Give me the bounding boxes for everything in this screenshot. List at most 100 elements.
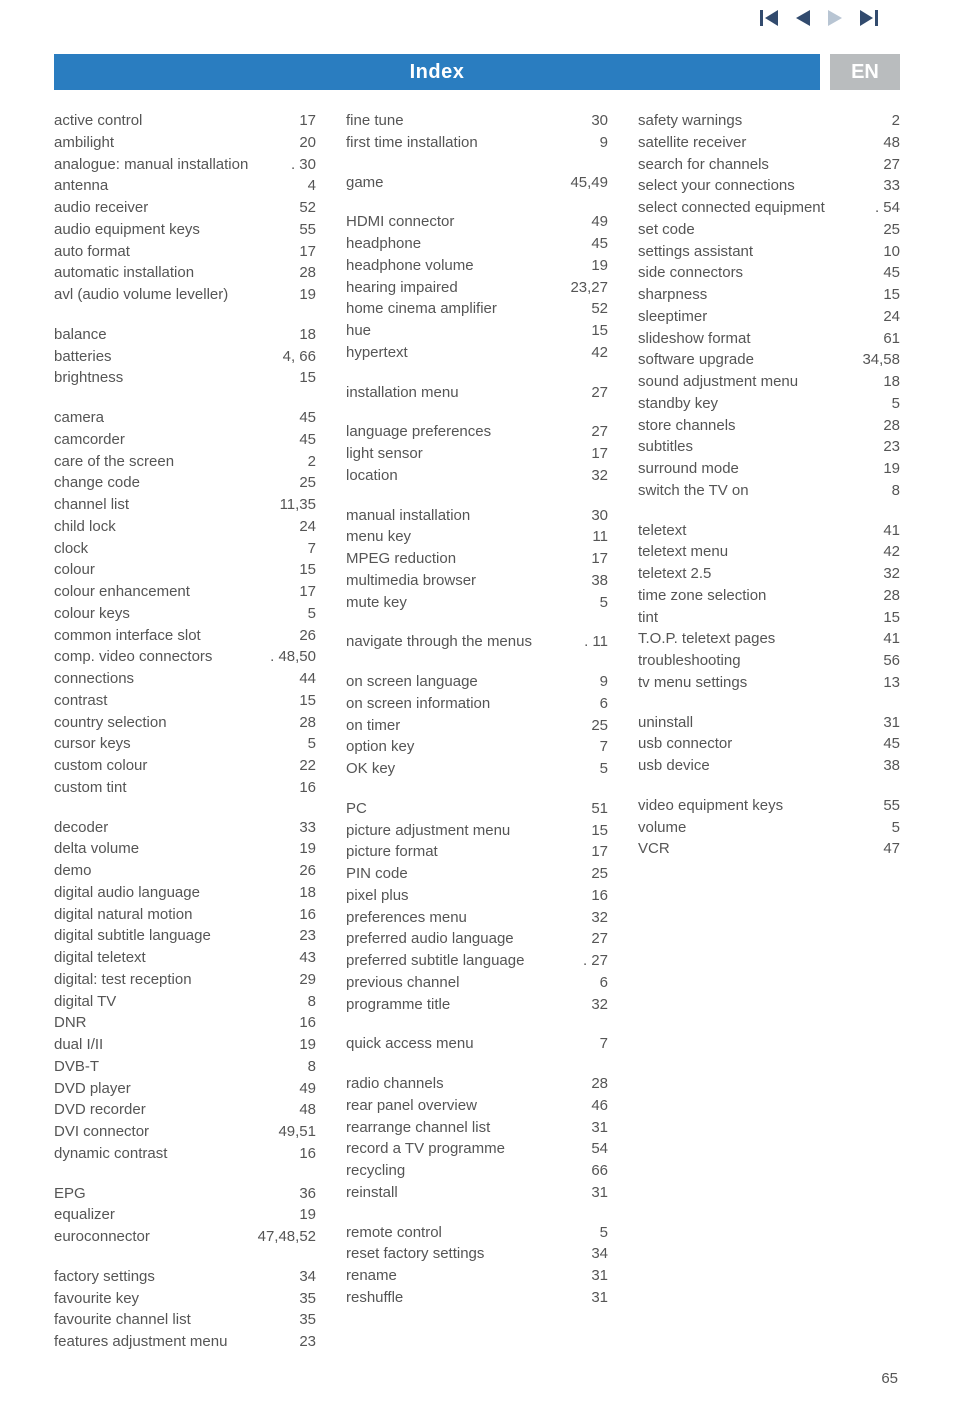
index-entry[interactable]: language preferences 27 xyxy=(346,421,608,443)
index-entry[interactable]: picture format 17 xyxy=(346,841,608,863)
index-entry[interactable]: cursor keys 5 xyxy=(54,733,316,755)
index-entry[interactable]: light sensor 17 xyxy=(346,443,608,465)
index-entry[interactable]: rearrange channel list 31 xyxy=(346,1117,608,1139)
index-entry[interactable]: active control 17 xyxy=(54,110,316,132)
index-entry[interactable]: remote control 5 xyxy=(346,1222,608,1244)
index-entry[interactable]: safety warnings 2 xyxy=(638,110,900,132)
index-entry[interactable]: fine tune 30 xyxy=(346,110,608,132)
first-page-icon[interactable] xyxy=(760,10,778,26)
index-entry[interactable]: contrast 15 xyxy=(54,690,316,712)
index-entry[interactable]: auto format 17 xyxy=(54,241,316,263)
index-entry[interactable]: headphone 45 xyxy=(346,233,608,255)
index-entry[interactable]: channel list 11,35 xyxy=(54,494,316,516)
index-entry[interactable]: software upgrade 34,58 xyxy=(638,349,900,371)
index-entry[interactable]: demo 26 xyxy=(54,860,316,882)
index-entry[interactable]: rear panel overview 46 xyxy=(346,1095,608,1117)
index-entry[interactable]: sleeptimer 24 xyxy=(638,306,900,328)
index-entry[interactable]: analogue: manual installation. 30 xyxy=(54,154,316,176)
index-entry[interactable]: digital subtitle language 23 xyxy=(54,925,316,947)
index-entry[interactable]: slideshow format 61 xyxy=(638,328,900,350)
index-entry[interactable]: T.O.P. teletext pages 41 xyxy=(638,628,900,650)
index-entry[interactable]: mute key 5 xyxy=(346,592,608,614)
index-entry[interactable]: favourite channel list 35 xyxy=(54,1309,316,1331)
index-entry[interactable]: MPEG reduction 17 xyxy=(346,548,608,570)
index-entry[interactable]: quick access menu 7 xyxy=(346,1033,608,1055)
index-entry[interactable]: hue 15 xyxy=(346,320,608,342)
index-entry[interactable]: DNR 16 xyxy=(54,1012,316,1034)
index-entry[interactable]: recycling 66 xyxy=(346,1160,608,1182)
index-entry[interactable]: audio equipment keys 55 xyxy=(54,219,316,241)
index-entry[interactable]: batteries 4, 66 xyxy=(54,346,316,368)
index-entry[interactable]: previous channel 6 xyxy=(346,972,608,994)
index-entry[interactable]: hypertext 42 xyxy=(346,342,608,364)
index-entry[interactable]: volume 5 xyxy=(638,817,900,839)
index-entry[interactable]: avl (audio volume leveller) 19 xyxy=(54,284,316,306)
index-entry[interactable]: connections 44 xyxy=(54,668,316,690)
index-entry[interactable]: decoder 33 xyxy=(54,817,316,839)
index-entry[interactable]: teletext 41 xyxy=(638,520,900,542)
index-entry[interactable]: tv menu settings 13 xyxy=(638,672,900,694)
last-page-icon[interactable] xyxy=(860,10,878,26)
index-entry[interactable]: option key 7 xyxy=(346,736,608,758)
index-entry[interactable]: ambilight 20 xyxy=(54,132,316,154)
index-entry[interactable]: rename 31 xyxy=(346,1265,608,1287)
index-entry[interactable]: first time installation 9 xyxy=(346,132,608,154)
index-entry[interactable]: game 45,49 xyxy=(346,172,608,194)
index-entry[interactable]: favourite key 35 xyxy=(54,1288,316,1310)
index-entry[interactable]: DVB-T 8 xyxy=(54,1056,316,1078)
prev-page-icon[interactable] xyxy=(796,10,810,26)
index-entry[interactable]: programme title 32 xyxy=(346,994,608,1016)
index-entry[interactable]: hearing impaired 23,27 xyxy=(346,277,608,299)
index-entry[interactable]: search for channels 27 xyxy=(638,154,900,176)
index-entry[interactable]: navigate through the menus. 11 xyxy=(346,631,608,653)
index-entry[interactable]: digital: test reception 29 xyxy=(54,969,316,991)
index-entry[interactable]: standby key 5 xyxy=(638,393,900,415)
index-entry[interactable]: surround mode 19 xyxy=(638,458,900,480)
index-entry[interactable]: DVD recorder 48 xyxy=(54,1099,316,1121)
index-entry[interactable]: PIN code 25 xyxy=(346,863,608,885)
index-entry[interactable]: video equipment keys 55 xyxy=(638,795,900,817)
index-entry[interactable]: child lock 24 xyxy=(54,516,316,538)
index-entry[interactable]: dynamic contrast 16 xyxy=(54,1143,316,1165)
index-entry[interactable]: home cinema amplifier 52 xyxy=(346,298,608,320)
index-entry[interactable]: subtitles 23 xyxy=(638,436,900,458)
index-entry[interactable]: troubleshooting 56 xyxy=(638,650,900,672)
index-entry[interactable]: VCR 47 xyxy=(638,838,900,860)
index-entry[interactable]: settings assistant 10 xyxy=(638,241,900,263)
index-entry[interactable]: colour enhancement 17 xyxy=(54,581,316,603)
index-entry[interactable]: HDMI connector 49 xyxy=(346,211,608,233)
index-entry[interactable]: PC 51 xyxy=(346,798,608,820)
index-entry[interactable]: installation menu 27 xyxy=(346,382,608,404)
index-entry[interactable]: comp. video connectors. 48,50 xyxy=(54,646,316,668)
index-entry[interactable]: antenna 4 xyxy=(54,175,316,197)
index-entry[interactable]: manual installation 30 xyxy=(346,505,608,527)
index-entry[interactable]: colour 15 xyxy=(54,559,316,581)
index-entry[interactable]: radio channels 28 xyxy=(346,1073,608,1095)
index-entry[interactable]: automatic installation 28 xyxy=(54,262,316,284)
index-entry[interactable]: side connectors 45 xyxy=(638,262,900,284)
index-entry[interactable]: care of the screen 2 xyxy=(54,451,316,473)
index-entry[interactable]: reinstall 31 xyxy=(346,1182,608,1204)
index-entry[interactable]: set code 25 xyxy=(638,219,900,241)
index-entry[interactable]: digital audio language 18 xyxy=(54,882,316,904)
index-entry[interactable]: change code 25 xyxy=(54,472,316,494)
index-entry[interactable]: DVI connector 49,51 xyxy=(54,1121,316,1143)
index-entry[interactable]: pixel plus 16 xyxy=(346,885,608,907)
index-entry[interactable]: digital teletext 43 xyxy=(54,947,316,969)
index-entry[interactable]: custom tint 16 xyxy=(54,777,316,799)
index-entry[interactable]: usb connector 45 xyxy=(638,733,900,755)
index-entry[interactable]: preferred subtitle language. 27 xyxy=(346,950,608,972)
index-entry[interactable]: satellite receiver 48 xyxy=(638,132,900,154)
index-entry[interactable]: on screen language 9 xyxy=(346,671,608,693)
index-entry[interactable]: custom colour 22 xyxy=(54,755,316,777)
index-entry[interactable]: record a TV programme 54 xyxy=(346,1138,608,1160)
index-entry[interactable]: multimedia browser 38 xyxy=(346,570,608,592)
index-entry[interactable]: tint 15 xyxy=(638,607,900,629)
index-entry[interactable]: sound adjustment menu 18 xyxy=(638,371,900,393)
index-entry[interactable]: on screen information 6 xyxy=(346,693,608,715)
index-entry[interactable]: sharpness 15 xyxy=(638,284,900,306)
index-entry[interactable]: menu key 11 xyxy=(346,526,608,548)
index-entry[interactable]: brightness 15 xyxy=(54,367,316,389)
next-page-icon[interactable] xyxy=(828,10,842,26)
index-entry[interactable]: OK key 5 xyxy=(346,758,608,780)
